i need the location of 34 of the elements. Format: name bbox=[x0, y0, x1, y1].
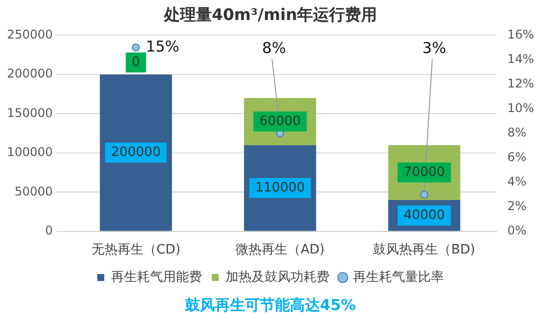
data-label: 8% bbox=[262, 39, 286, 58]
x-tick-label: 无热再生（CD) bbox=[91, 242, 180, 258]
y-tick-label: 150000 bbox=[6, 106, 53, 120]
text: 鼓风再生可节能高达45% bbox=[184, 295, 357, 316]
y2-tick-label: 12% bbox=[507, 76, 534, 90]
x-tick-label: 鼓风热再生（BD) bbox=[373, 242, 476, 258]
y2-tick-label: 16% bbox=[507, 27, 534, 42]
data-label: 40000 bbox=[404, 208, 445, 223]
data-label: 200000 bbox=[111, 145, 161, 160]
y-tick-label: 250000 bbox=[6, 27, 53, 42]
data-label: 60000 bbox=[259, 114, 301, 129]
y-tick-label: 200000 bbox=[6, 66, 53, 81]
y2-tick-label: 2% bbox=[507, 199, 526, 213]
legend-label: 加热及鼓风功耗费 bbox=[225, 270, 330, 285]
point bbox=[420, 190, 428, 199]
data-label: 110000 bbox=[255, 180, 305, 196]
data-label: 0 bbox=[132, 54, 140, 70]
chart-title: 处理量40m³/min年运行费用 bbox=[162, 4, 378, 24]
y-tick-label: 50000 bbox=[14, 184, 53, 198]
y-tick-label: 0 bbox=[45, 224, 53, 238]
legend-label: 再生耗气量比率 bbox=[352, 268, 444, 285]
y2-tick-label: 0% bbox=[507, 224, 526, 238]
point bbox=[132, 43, 140, 52]
data-label: 3% bbox=[422, 39, 446, 58]
y2-tick-label: 10% bbox=[507, 100, 534, 115]
data-label: 70000 bbox=[404, 164, 445, 180]
y2-tick-label: 14% bbox=[507, 52, 534, 66]
data-label: 15% bbox=[146, 37, 180, 56]
y2-tick-label: 6% bbox=[507, 150, 526, 164]
y2-tick-label: 8% bbox=[507, 125, 526, 140]
y-tick-label: 100000 bbox=[6, 145, 53, 160]
legend-label: 再生耗气用能费 bbox=[110, 270, 202, 285]
x-tick-label: 微热再生（AD) bbox=[236, 242, 325, 258]
y2-tick-label: 4% bbox=[507, 174, 526, 188]
